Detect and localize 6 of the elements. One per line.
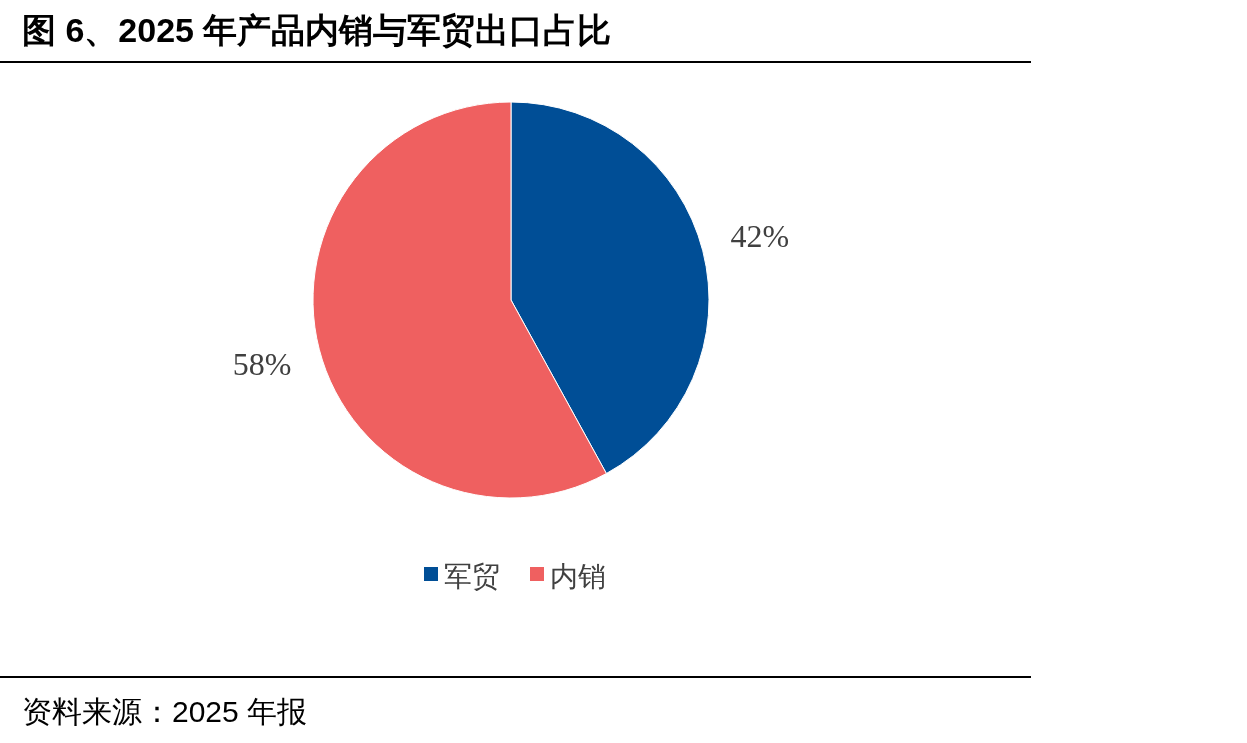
chart-title: 图 6、2025 年产品内销与军贸出口占比: [22, 11, 612, 49]
legend-label: 军贸: [444, 561, 500, 592]
text: 资料来源：2025 年报: [22, 695, 308, 728]
data-label: 58%: [232, 345, 292, 382]
data-label: 42%: [730, 218, 790, 255]
legend-label: 内销: [550, 561, 606, 592]
